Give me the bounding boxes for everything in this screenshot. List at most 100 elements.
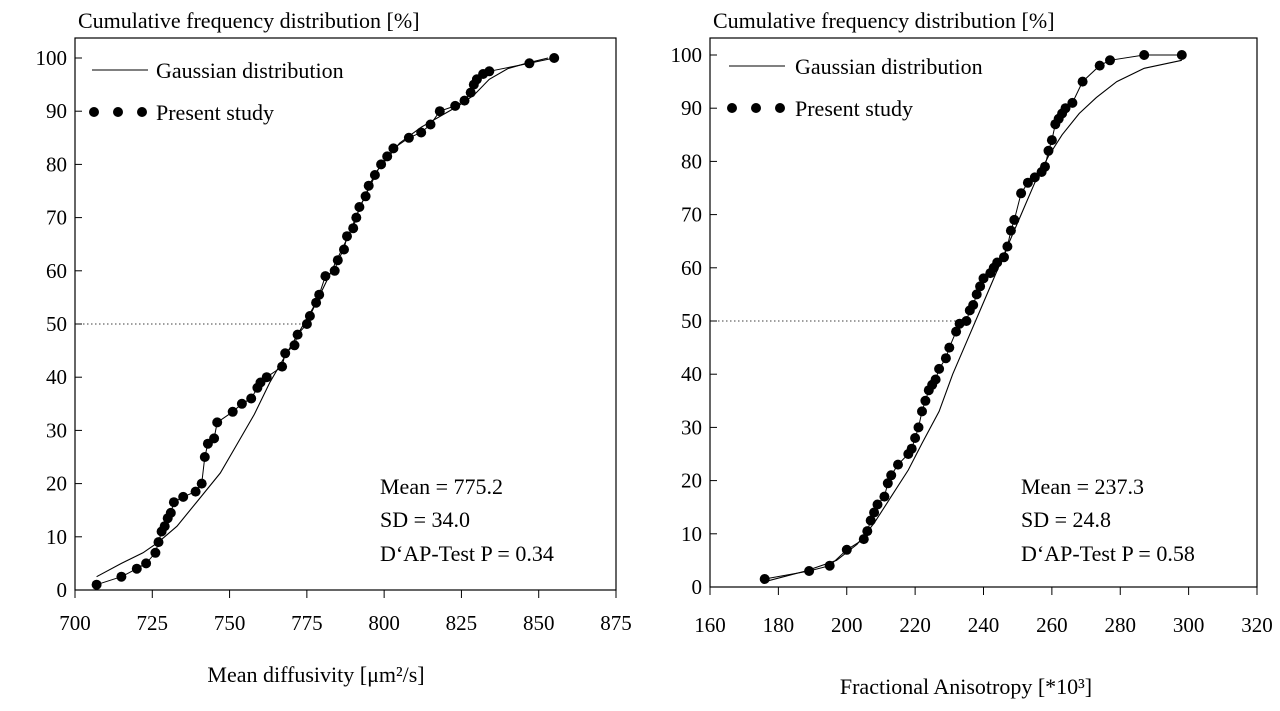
chart-right: Cumulative frequency distribution [%] 0 1… <box>671 8 1273 699</box>
right-x-axis-title: Fractional Anisotropy [*10³] <box>840 674 1092 699</box>
present-study-point <box>311 297 322 308</box>
present-study-point <box>968 300 979 310</box>
y-tick-label: 80 <box>46 152 67 176</box>
left-stat-mean: Mean = 775.2 <box>380 474 503 499</box>
present-study-point <box>141 558 152 569</box>
left-legend-dot-swatch <box>113 107 123 117</box>
x-tick-label: 180 <box>763 613 795 637</box>
present-study-point <box>434 106 445 117</box>
present-study-point <box>1139 50 1150 60</box>
present-study-point <box>1040 161 1050 172</box>
present-study-point <box>1016 188 1027 199</box>
y-tick-label: 100 <box>36 46 68 70</box>
left-legend-gaussian: Gaussian distribution <box>156 58 344 83</box>
present-study-point <box>1029 172 1040 183</box>
present-study-point <box>1002 241 1013 252</box>
x-tick-label: 240 <box>968 613 1000 637</box>
x-tick-label: 300 <box>1173 613 1205 637</box>
present-study-point <box>759 574 770 584</box>
right-legend: Gaussian distribution Present study <box>727 54 983 121</box>
present-study-point <box>369 170 380 180</box>
present-study-point <box>1005 225 1016 236</box>
present-study-point <box>91 579 102 590</box>
present-study-point <box>869 507 880 518</box>
y-tick-label: 50 <box>46 312 67 336</box>
y-tick-label: 70 <box>46 206 67 230</box>
present-study-point <box>961 316 972 326</box>
y-tick-label: 60 <box>681 256 702 280</box>
y-tick-label: 100 <box>671 43 703 67</box>
present-study-point <box>549 53 560 63</box>
present-study-point <box>944 342 955 353</box>
right-legend-present: Present study <box>795 96 913 121</box>
present-study-point <box>978 273 989 284</box>
y-tick-label: 20 <box>681 469 702 493</box>
present-study-point <box>150 547 161 558</box>
right-legend-dot-swatch <box>727 103 737 113</box>
present-study-point <box>465 87 476 98</box>
present-study-point <box>212 417 223 428</box>
present-study-point <box>168 497 179 508</box>
present-study-connector <box>764 54 1182 580</box>
present-study-point <box>865 515 876 526</box>
present-study-point <box>131 563 142 574</box>
left-legend-dot-swatch <box>137 107 147 117</box>
y-tick-label: 20 <box>46 472 67 496</box>
x-tick-label: 220 <box>899 613 931 637</box>
left-y-axis-title: Cumulative frequency distribution [%] <box>78 8 420 33</box>
present-study-point <box>940 353 951 364</box>
y-tick-label: 40 <box>681 362 702 386</box>
present-study-point <box>382 151 393 162</box>
present-study-point <box>824 560 835 571</box>
present-study-point <box>301 319 312 329</box>
right-series-layer <box>759 50 1187 584</box>
right-y-axis-title: Cumulative frequency distribution [%] <box>713 8 1055 33</box>
y-tick-label: 70 <box>681 203 702 227</box>
present-study-point <box>858 534 869 545</box>
present-study-point <box>320 271 331 282</box>
x-tick-label: 320 <box>1241 613 1273 637</box>
present-study-point <box>934 363 945 374</box>
y-tick-label: 60 <box>46 259 67 283</box>
y-tick-label: 90 <box>681 96 702 120</box>
left-legend-present: Present study <box>156 100 274 125</box>
x-tick-label: 850 <box>523 611 555 635</box>
x-tick-label: 800 <box>368 611 400 635</box>
present-study-point <box>153 537 164 548</box>
right-stat-mean: Mean = 237.3 <box>1021 474 1144 499</box>
present-study-point <box>879 491 890 502</box>
present-study-point <box>199 452 210 462</box>
present-study-point <box>196 478 207 489</box>
x-tick-label: 725 <box>137 611 169 635</box>
present-study-point <box>339 244 349 255</box>
present-study-point <box>862 526 873 537</box>
present-study-point <box>159 521 170 532</box>
left-legend: Gaussian distribution Present study <box>89 58 344 125</box>
present-study-point <box>1094 60 1105 71</box>
present-study-point <box>906 443 917 454</box>
y-tick-label: 30 <box>46 418 67 442</box>
y-tick-label: 80 <box>681 149 702 173</box>
present-study-connector <box>96 57 555 586</box>
present-study-point <box>351 212 362 223</box>
present-study-point <box>348 223 359 234</box>
y-tick-label: 50 <box>681 309 702 333</box>
x-tick-label: 700 <box>59 611 91 635</box>
present-study-point <box>1077 76 1088 87</box>
right-stat-sd: SD = 24.8 <box>1021 507 1111 532</box>
chart-left: Cumulative frequency distribution [%] 0 1… <box>36 8 632 687</box>
present-study-point <box>992 257 1003 268</box>
present-study-point <box>332 255 343 266</box>
present-study-point <box>261 372 272 383</box>
present-study-point <box>1067 97 1078 108</box>
y-tick-label: 0 <box>692 575 703 599</box>
present-study-point <box>1176 50 1187 60</box>
present-study-point <box>841 544 852 555</box>
present-study-point <box>329 265 340 276</box>
present-study-point <box>403 132 414 143</box>
present-study-point <box>178 491 189 502</box>
present-study-point <box>292 329 303 340</box>
right-plot-frame <box>709 37 1258 588</box>
present-study-point <box>1105 55 1115 66</box>
left-x-axis-title: Mean diffusivity [μm²/s] <box>207 662 424 687</box>
